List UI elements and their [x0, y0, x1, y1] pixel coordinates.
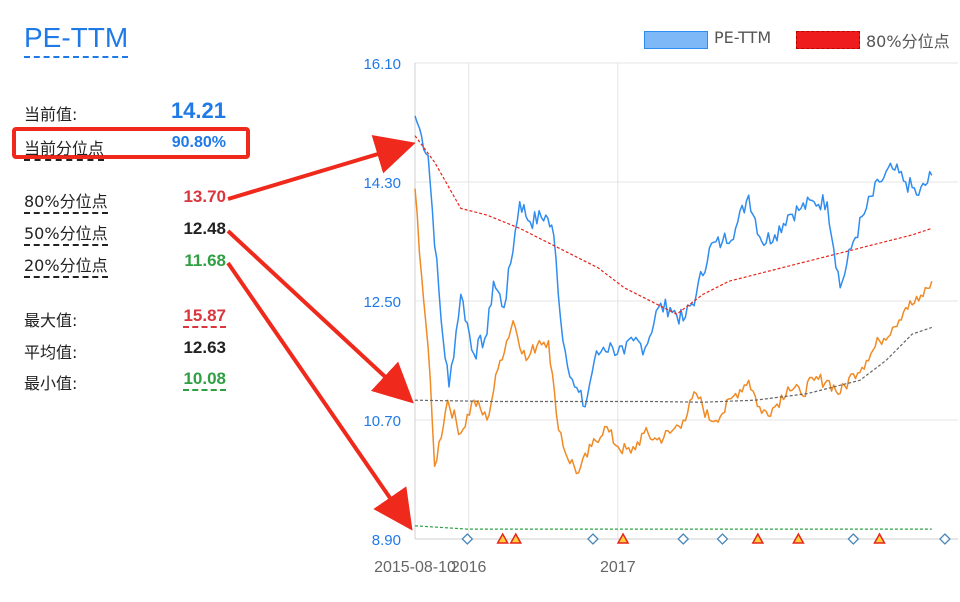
- current-value-row: 当前值: 14.21: [24, 98, 226, 124]
- min-label: 最小值:: [24, 374, 78, 393]
- current-percentile-label: 当前分位点: [24, 135, 105, 161]
- p50-label: 50%分位点: [24, 220, 108, 246]
- legend-label-p80: 80%分位点: [866, 32, 950, 51]
- p80-row: 80%分位点 13.70: [24, 185, 226, 214]
- p50-value: 12.48: [183, 219, 226, 238]
- x-tick-label: 2015-08-10: [374, 559, 456, 576]
- page-title: PE-TTM: [24, 20, 129, 58]
- current-percentile-row: 当前分位点 90.80%: [24, 132, 226, 161]
- series-p50-line: [414, 326, 932, 403]
- triangle-marker: [792, 532, 805, 544]
- legend-swatch-pe: [644, 31, 708, 49]
- series-p80-line: [414, 135, 932, 315]
- triangle-marker: [509, 532, 523, 544]
- avg-row: 平均值: 12.63: [24, 336, 226, 362]
- legend-label-pe: PE-TTM: [714, 28, 772, 47]
- p80-label: 80%分位点: [24, 188, 108, 214]
- y-tick-label: 12.50: [363, 294, 401, 311]
- diamond-marker: [461, 533, 474, 545]
- triangle-marker: [496, 532, 509, 544]
- diamond-marker: [716, 533, 729, 545]
- current-value: 14.21: [170, 98, 226, 123]
- diamond-marker: [847, 533, 860, 545]
- arrow-p80: [227, 135, 416, 201]
- max-label: 最大值:: [24, 311, 78, 330]
- diamond-marker: [587, 533, 599, 545]
- series-pe-ttm-line: [414, 115, 933, 408]
- current-percentile-highlight-box: [12, 127, 250, 159]
- p50-row: 50%分位点 12.48: [24, 217, 226, 246]
- diamond-marker: [677, 533, 690, 545]
- min-row: 最小值: 10.08: [24, 367, 226, 393]
- triangle-marker: [873, 532, 886, 544]
- x-tick-label: 2016: [451, 559, 487, 576]
- triangle-marker: [751, 532, 765, 544]
- current-percentile-value: 90.80%: [171, 134, 226, 151]
- max-row: 最大值: 15.87: [24, 304, 226, 330]
- p20-value: 11.68: [184, 251, 226, 270]
- x-tick-label: 2017: [600, 559, 636, 576]
- triangle-marker: [616, 532, 630, 544]
- p20-label: 20%分位点: [24, 252, 108, 278]
- avg-label: 平均值:: [24, 343, 78, 362]
- series-p20-line: [414, 525, 932, 530]
- series-orange-line: [414, 188, 933, 475]
- arrow-p50: [226, 229, 414, 404]
- y-tick-label: 8.90: [372, 532, 401, 549]
- max-value: 15.87: [183, 306, 226, 328]
- avg-value: 12.63: [183, 338, 226, 357]
- diamond-marker: [938, 533, 951, 545]
- legend-swatch-p80: [796, 31, 860, 49]
- p20-row: 20%分位点 11.68: [24, 249, 226, 278]
- min-value: 10.08: [183, 369, 226, 391]
- p80-value: 13.70: [183, 187, 226, 206]
- current-value-label: 当前值:: [24, 105, 78, 124]
- y-tick-label: 14.30: [363, 175, 401, 192]
- y-tick-label: 16.10: [363, 56, 401, 73]
- y-tick-label: 10.70: [363, 413, 401, 430]
- arrow-p20: [226, 261, 413, 531]
